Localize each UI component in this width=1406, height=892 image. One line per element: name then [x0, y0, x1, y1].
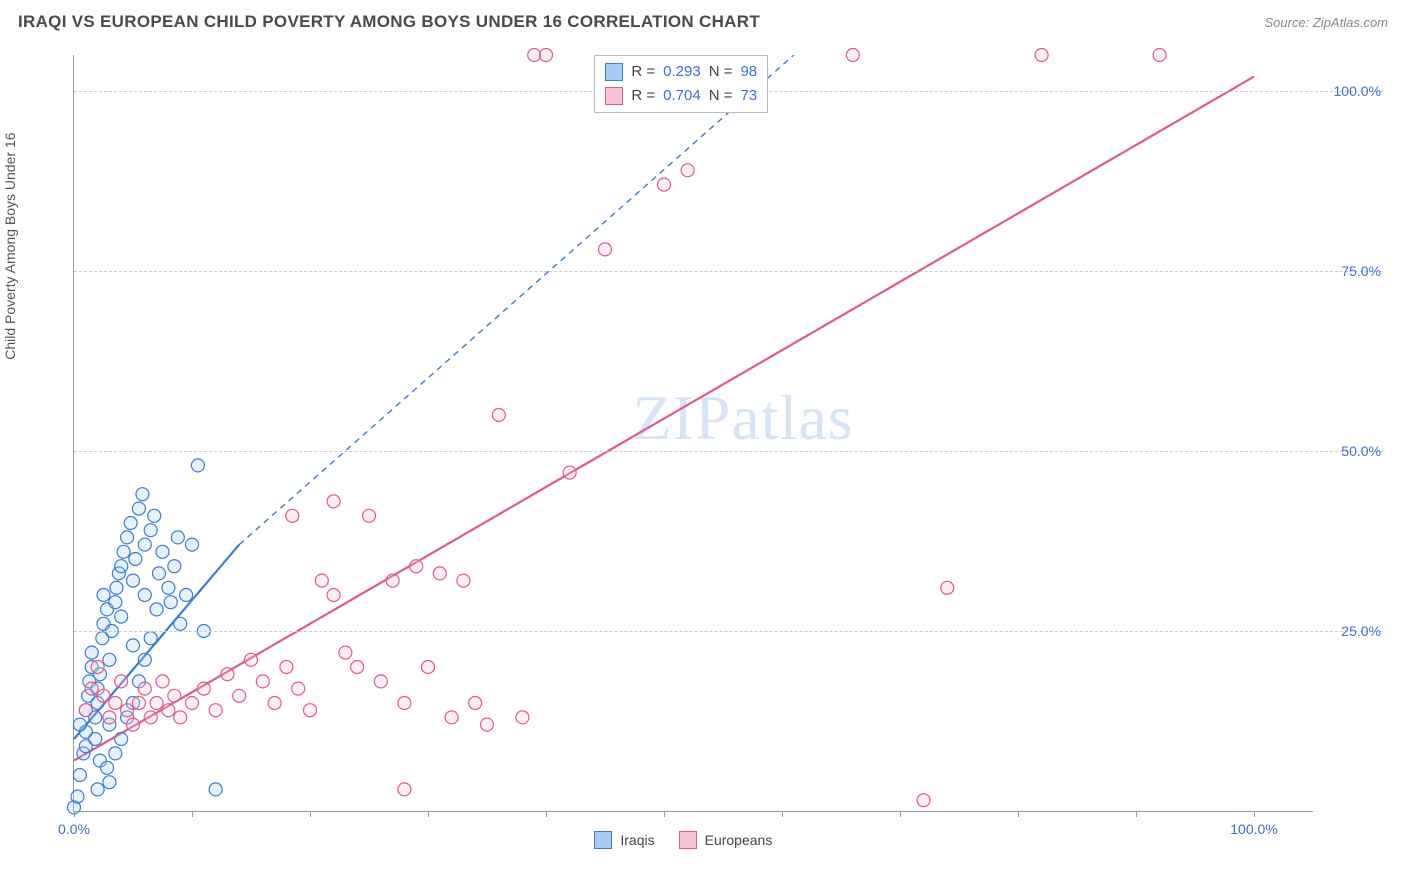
- swatch-bottom-europeans: [679, 831, 697, 849]
- plot-area: ZIPatlas R = 0.293 N = 98 R = 0.704 N = …: [73, 55, 1313, 812]
- y-tick-label: 75.0%: [1341, 263, 1381, 279]
- legend-item-europeans: Europeans: [679, 831, 773, 849]
- r-value-0: 0.293: [663, 60, 701, 84]
- n-value-0: 98: [740, 60, 757, 84]
- x-tick-label: 0.0%: [58, 821, 90, 837]
- series-legend: Iraqis Europeans: [594, 831, 772, 849]
- n-label-1: N =: [709, 84, 733, 108]
- r-label-0: R =: [631, 60, 655, 84]
- correlation-legend: R = 0.293 N = 98 R = 0.704 N = 73: [594, 55, 768, 113]
- n-label-0: N =: [709, 60, 733, 84]
- y-tick-label: 100.0%: [1334, 83, 1381, 99]
- r-label-1: R =: [631, 84, 655, 108]
- chart-container: Child Poverty Among Boys Under 16 ZIPatl…: [18, 45, 1388, 862]
- y-axis-label: Child Poverty Among Boys Under 16: [2, 132, 18, 359]
- legend-row-europeans: R = 0.704 N = 73: [605, 84, 757, 108]
- legend-item-iraqis: Iraqis: [594, 831, 654, 849]
- r-value-1: 0.704: [663, 84, 701, 108]
- swatch-iraqis: [605, 63, 623, 81]
- swatch-europeans: [605, 87, 623, 105]
- y-tick-label: 50.0%: [1341, 443, 1381, 459]
- source-attribution: Source: ZipAtlas.com: [1264, 15, 1388, 30]
- n-value-1: 73: [740, 84, 757, 108]
- legend-row-iraqis: R = 0.293 N = 98: [605, 60, 757, 84]
- y-tick-label: 25.0%: [1341, 623, 1381, 639]
- legend-label-iraqis: Iraqis: [620, 832, 654, 848]
- plot-svg: [74, 55, 1313, 811]
- legend-label-europeans: Europeans: [705, 832, 773, 848]
- chart-title: IRAQI VS EUROPEAN CHILD POVERTY AMONG BO…: [18, 12, 760, 32]
- swatch-bottom-iraqis: [594, 831, 612, 849]
- x-tick-label: 100.0%: [1230, 821, 1277, 837]
